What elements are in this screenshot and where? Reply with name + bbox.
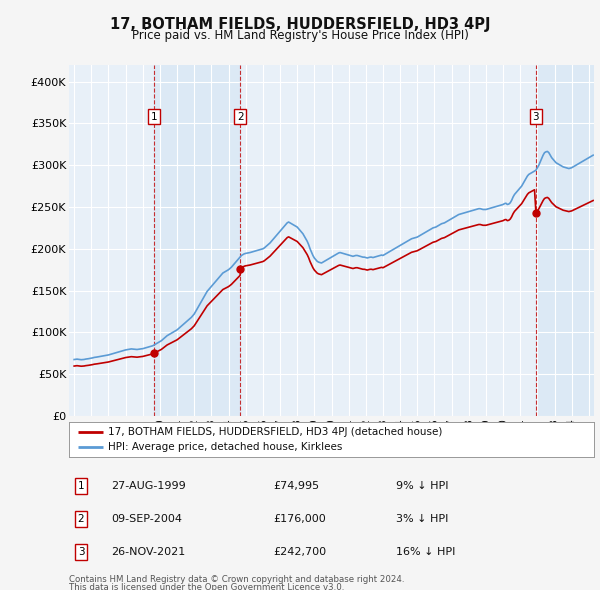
Text: HPI: Average price, detached house, Kirklees: HPI: Average price, detached house, Kirk… [109, 442, 343, 453]
Text: 27-AUG-1999: 27-AUG-1999 [111, 481, 186, 491]
Text: Price paid vs. HM Land Registry's House Price Index (HPI): Price paid vs. HM Land Registry's House … [131, 30, 469, 42]
Text: £176,000: £176,000 [273, 514, 326, 524]
Text: Contains HM Land Registry data © Crown copyright and database right 2024.: Contains HM Land Registry data © Crown c… [69, 575, 404, 584]
Text: 2: 2 [237, 112, 244, 122]
Bar [154, 65, 241, 416]
Bar [536, 65, 594, 416]
Text: 2: 2 [77, 514, 85, 524]
Text: £242,700: £242,700 [273, 548, 326, 557]
Text: 3: 3 [77, 548, 85, 557]
Text: 17, BOTHAM FIELDS, HUDDERSFIELD, HD3 4PJ (detached house): 17, BOTHAM FIELDS, HUDDERSFIELD, HD3 4PJ… [109, 427, 443, 437]
Text: 16% ↓ HPI: 16% ↓ HPI [396, 548, 455, 557]
Text: 17, BOTHAM FIELDS, HUDDERSFIELD, HD3 4PJ: 17, BOTHAM FIELDS, HUDDERSFIELD, HD3 4PJ [110, 17, 490, 31]
Text: 3% ↓ HPI: 3% ↓ HPI [396, 514, 448, 524]
Text: 1: 1 [77, 481, 85, 491]
Text: £74,995: £74,995 [273, 481, 319, 491]
Text: 9% ↓ HPI: 9% ↓ HPI [396, 481, 449, 491]
Text: 3: 3 [532, 112, 539, 122]
Text: 26-NOV-2021: 26-NOV-2021 [111, 548, 185, 557]
Text: This data is licensed under the Open Government Licence v3.0.: This data is licensed under the Open Gov… [69, 583, 344, 590]
Text: 1: 1 [151, 112, 157, 122]
Text: 09-SEP-2004: 09-SEP-2004 [111, 514, 182, 524]
